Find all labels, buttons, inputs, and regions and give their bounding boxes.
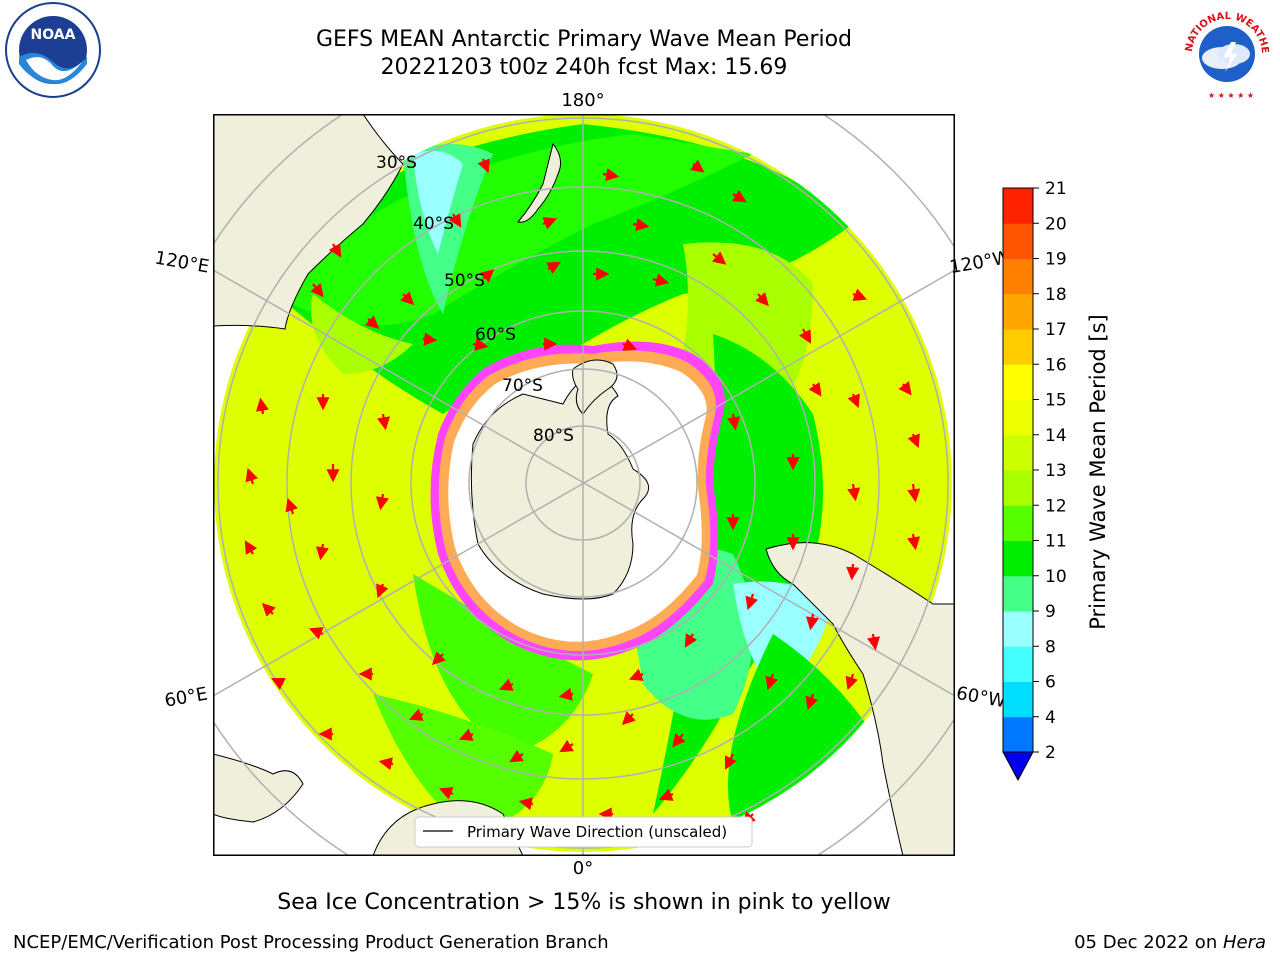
colorbar-segment xyxy=(1003,575,1033,612)
south-america-land xyxy=(765,542,955,856)
colorbar-tick-label: 11 xyxy=(1045,532,1067,552)
lon-label-120e: 120°E xyxy=(153,247,211,277)
colorbar-segment xyxy=(1003,223,1033,259)
map-frame xyxy=(213,114,955,856)
colorbar-segment xyxy=(1003,329,1033,365)
colorbar-tick-label: 4 xyxy=(1045,708,1056,728)
colorbar-segment xyxy=(1003,399,1033,436)
colorbar: 2 4 6 8 9 10 11 12 13 14 15 16 17 18 19 20 21 xyxy=(1002,180,1067,782)
polar-map: 30°S 40°S 50°S 60°S 70°S 80°S Primary Wa… xyxy=(213,114,955,856)
colorbar-tick-label: 13 xyxy=(1045,461,1067,481)
machine-name: Hera xyxy=(1222,932,1266,953)
lat-label-70s: 70°S xyxy=(502,376,543,396)
svg-text:★ ★ ★ ★ ★: ★ ★ ★ ★ ★ xyxy=(1208,91,1254,100)
lat-label-40s: 40°S xyxy=(413,214,454,234)
colorbar-segments xyxy=(1002,187,1034,782)
colorbar-tick-label: 21 xyxy=(1045,180,1067,199)
madagascar-land xyxy=(213,753,304,823)
date-label: 05 Dec 2022 on xyxy=(1074,932,1223,953)
colorbar-extend-triangle xyxy=(1002,751,1034,782)
colorbar-segment xyxy=(1003,258,1033,295)
colorbar-tick-label: 19 xyxy=(1045,250,1067,270)
colorbar-tick-label: 17 xyxy=(1045,320,1067,340)
lat-label-50s: 50°S xyxy=(444,271,485,291)
chart-title: GEFS MEAN Antarctic Primary Wave Mean Pe… xyxy=(315,27,853,52)
colorbar-ticks: 2 4 6 8 9 10 11 12 13 14 15 16 17 18 19 20 21 xyxy=(1033,180,1067,763)
colorbar-tick-label: 10 xyxy=(1045,567,1067,587)
colorbar-tick-label: 9 xyxy=(1045,602,1056,622)
colorbar-segment xyxy=(1003,716,1033,753)
colorbar-segment xyxy=(1003,293,1033,330)
lat-label-80s: 80°S xyxy=(533,426,574,446)
graticule xyxy=(213,114,955,856)
colorbar-segment xyxy=(1003,505,1033,541)
colorbar-tick-label: 20 xyxy=(1045,214,1067,234)
legend: Primary Wave Direction (unscaled) xyxy=(414,816,753,848)
colorbar-tick-label: 6 xyxy=(1045,673,1056,693)
colorbar-segment xyxy=(1003,540,1033,577)
colorbar-segment xyxy=(1003,364,1033,400)
legend-label: Primary Wave Direction (unscaled) xyxy=(467,823,727,841)
noaa-logo-icon: NOAA xyxy=(5,2,101,98)
colorbar-segment xyxy=(1003,646,1033,682)
lat-label-30s: 30°S xyxy=(376,153,417,173)
other-land xyxy=(213,114,955,856)
colorbar-segment xyxy=(1003,470,1033,506)
sea-ice-footnote: Sea Ice Concentration > 15% is shown in … xyxy=(277,890,891,915)
chart-subtitle: 20221203 t00z 240h fcst Max: 15.69 xyxy=(380,55,788,80)
colorbar-tick-label: 18 xyxy=(1045,285,1067,305)
colorbar-segment xyxy=(1003,434,1033,471)
colorbar-title: Primary Wave Mean Period [s] xyxy=(1086,314,1110,630)
lon-label-60e: 60°E xyxy=(163,683,209,711)
date-text: 05 Dec 2022 on Hera xyxy=(1074,932,1266,953)
lon-label-0: 0° xyxy=(573,858,593,879)
lat-label-60s: 60°S xyxy=(475,325,516,345)
colorbar-tick-label: 8 xyxy=(1045,637,1056,657)
colorbar-tick-label: 2 xyxy=(1045,743,1056,763)
colorbar-segment xyxy=(1003,188,1033,224)
lon-label-180: 180° xyxy=(561,90,604,111)
colorbar-segment xyxy=(1003,611,1033,647)
colorbar-tick-label: 14 xyxy=(1045,426,1067,446)
colorbar-segment xyxy=(1003,681,1033,718)
new-zealand-land xyxy=(517,142,562,223)
noaa-logo-text: NOAA xyxy=(31,27,76,43)
colorbar-tick-label: 16 xyxy=(1045,355,1067,375)
credit-text: NCEP/EMC/Verification Post Processing Pr… xyxy=(13,932,609,953)
nws-logo-icon: NATIONAL WEATHER SERVICE ★ ★ ★ ★ ★ xyxy=(1176,2,1273,100)
colorbar-tick-label: 15 xyxy=(1045,391,1067,411)
colorbar-tick-label: 12 xyxy=(1045,496,1067,516)
